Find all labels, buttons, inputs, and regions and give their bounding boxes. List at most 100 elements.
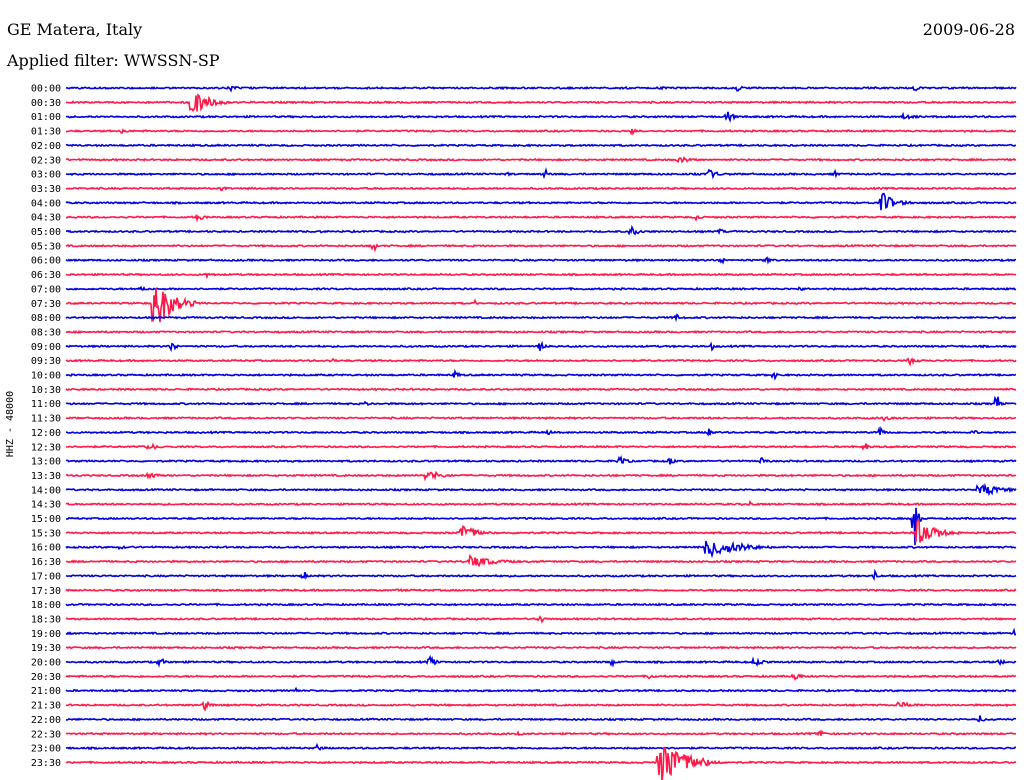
trace-line [65, 499, 1017, 507]
trace-line [65, 288, 1017, 323]
row-time-label: 06:00 [31, 256, 61, 267]
row-time-label: 12:30 [31, 442, 61, 453]
row-time-label: 09:30 [31, 356, 61, 367]
trace-line [65, 540, 1017, 559]
trace-line [65, 654, 1017, 668]
row-time-label: 19:30 [31, 643, 61, 654]
y-axis-label: HHZ - 48000 [5, 391, 16, 457]
row-time-label: 04:00 [31, 198, 61, 209]
trace-line [65, 645, 1017, 650]
trace-line [65, 128, 1017, 136]
row-time-label: 04:30 [31, 213, 61, 224]
row-time-label: 11:00 [31, 399, 61, 410]
trace-line [65, 313, 1016, 323]
trace-line [65, 482, 1017, 497]
trace-line [65, 615, 1017, 624]
trace-line [65, 455, 1017, 465]
row-time-label: 21:30 [31, 701, 61, 712]
row-time-label: 08:00 [31, 313, 61, 324]
row-time-label: 23:30 [31, 758, 61, 769]
trace-line [65, 357, 1017, 367]
row-time-label: 16:30 [31, 557, 61, 568]
trace-line [65, 213, 1017, 223]
row-time-label: 20:00 [31, 658, 61, 669]
row-time-label: 22:30 [31, 729, 61, 740]
trace-line [65, 243, 1017, 253]
trace-line [66, 518, 1017, 543]
trace-line [65, 368, 1017, 381]
trace-line [65, 85, 1017, 93]
row-time-label: 16:00 [31, 543, 61, 554]
row-time-label: 03:30 [31, 184, 61, 195]
trace-line [65, 568, 1017, 581]
row-time-label: 15:00 [31, 514, 61, 525]
trace-line [65, 470, 1017, 482]
row-time-label: 17:30 [31, 586, 61, 597]
station-title: GE Matera, Italy [7, 20, 143, 39]
row-time-label: 12:00 [31, 428, 61, 439]
row-time-label: 08:30 [31, 327, 61, 338]
trace-line [65, 192, 1017, 211]
row-time-label: 11:30 [31, 414, 61, 425]
row-time-label: 03:00 [31, 170, 61, 181]
row-time-label: 07:00 [31, 284, 61, 295]
row-time-label: 19:00 [31, 629, 61, 640]
trace-line [66, 715, 1017, 723]
row-time-label: 00:30 [31, 98, 61, 109]
row-time-label: 18:30 [31, 614, 61, 625]
trace-line [65, 224, 1017, 236]
trace-line [65, 285, 1017, 292]
trace-line [65, 93, 1017, 113]
row-time-label: 05:30 [31, 241, 61, 252]
trace-line [65, 111, 1017, 123]
trace-line [65, 167, 1017, 180]
row-time-label: 20:30 [31, 672, 61, 683]
row-time-label: 02:00 [31, 141, 61, 152]
trace-line [65, 272, 1017, 280]
trace-line [65, 143, 1017, 148]
trace-line [66, 186, 1016, 192]
trace-line [65, 395, 1017, 407]
row-time-label: 00:00 [31, 84, 61, 95]
trace-line [65, 602, 1017, 607]
trace-line [66, 426, 1017, 437]
row-time-label: 18:00 [31, 600, 61, 611]
row-time-label: 14:00 [31, 485, 61, 496]
row-time-label: 09:00 [31, 342, 61, 353]
trace-line [65, 415, 1017, 422]
row-time-label: 10:30 [31, 385, 61, 396]
trace-line [65, 553, 1017, 568]
row-time-label: 15:30 [31, 528, 61, 539]
trace-line [65, 442, 1017, 451]
trace-line [65, 256, 1017, 265]
trace-line [65, 340, 1017, 353]
date-label: 2009-06-28 [922, 20, 1015, 39]
trace-line [65, 729, 1017, 737]
row-time-label: 13:00 [31, 457, 61, 468]
row-time-label: 17:00 [31, 571, 61, 582]
row-time-label: 06:30 [31, 270, 61, 281]
row-time-label: 02:30 [31, 155, 61, 166]
row-time-label: 22:00 [31, 715, 61, 726]
trace-line [65, 742, 1017, 751]
row-time-label: 21:00 [31, 686, 61, 697]
trace-line [65, 700, 1017, 712]
row-time-label: 10:00 [31, 371, 61, 382]
row-time-label: 14:30 [31, 500, 61, 511]
row-time-label: 23:00 [31, 744, 61, 755]
filter-label: Applied filter: WWSSN-SP [7, 51, 220, 70]
trace-line [65, 588, 1017, 593]
row-time-label: 05:00 [31, 227, 61, 238]
trace-line [65, 507, 1017, 546]
row-time-label: 13:30 [31, 471, 61, 482]
row-time-label: 01:30 [31, 127, 61, 138]
trace-line [65, 686, 1017, 693]
trace-line [65, 627, 1016, 636]
trace-line [65, 673, 1017, 681]
trace-line [65, 387, 1017, 392]
trace-line [65, 155, 1017, 164]
trace-line [65, 746, 1017, 780]
row-time-label: 01:00 [31, 112, 61, 123]
trace-line [65, 329, 1017, 335]
